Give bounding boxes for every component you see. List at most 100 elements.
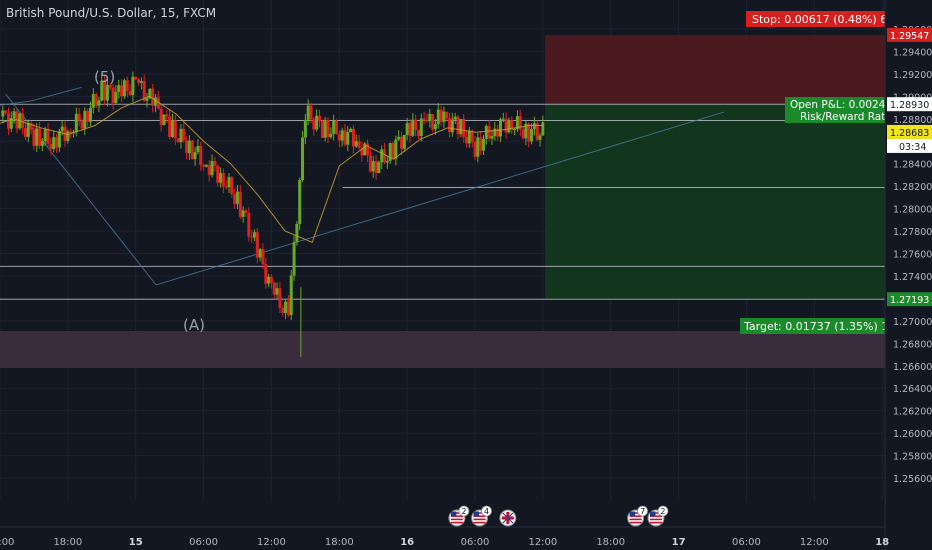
candle-body [470, 130, 474, 142]
candle-body [284, 301, 288, 313]
candle-body [74, 113, 78, 133]
candle-body [459, 119, 463, 135]
candle-body [202, 164, 206, 167]
time-tick-label: 18:00 [325, 537, 354, 548]
candle-body [88, 107, 92, 122]
candle-body [261, 249, 265, 265]
candle-body [354, 141, 358, 147]
wave-label-5: (5) [94, 68, 115, 86]
candle-body [360, 147, 364, 156]
time-tick-label: 18 [875, 537, 889, 548]
candle-body [21, 113, 25, 129]
candle-body [425, 120, 429, 122]
price-tick-label: 1.28800 [893, 115, 932, 126]
candle-body [170, 120, 174, 137]
candle-body [368, 155, 372, 172]
candle-body [134, 76, 138, 80]
candle-body [436, 109, 440, 125]
candle-body [38, 128, 42, 146]
candle-body [326, 119, 330, 137]
candle-body [236, 191, 240, 204]
candle-body [419, 118, 423, 136]
candle-body [80, 120, 84, 129]
candle-body [442, 111, 446, 122]
candle-body [346, 132, 350, 145]
candle-body [224, 186, 228, 188]
candle-body [97, 100, 101, 106]
candle-body [26, 122, 30, 137]
open-pl-text: Open P&L: 0.0024 [790, 99, 886, 111]
candle-body [496, 128, 500, 137]
candle-body [383, 149, 387, 163]
candle-body [320, 120, 324, 138]
candle-body [221, 173, 225, 187]
candle-body [501, 118, 505, 120]
price-axis [885, 0, 932, 550]
candle-body [527, 123, 531, 142]
target-zone [545, 104, 885, 300]
candle-body [281, 307, 285, 313]
candle-body [111, 87, 115, 103]
candle-body [247, 213, 251, 237]
candle-body [244, 210, 248, 214]
candle-body [165, 114, 169, 117]
candle-body [83, 110, 87, 129]
candle-body [450, 119, 454, 133]
price-tick-label: 1.25800 [893, 452, 932, 463]
candle-body [216, 165, 220, 183]
candle-body [400, 136, 404, 149]
candle-body [289, 275, 293, 316]
candle-body [43, 129, 47, 142]
countdown-text: 03:34 [899, 142, 926, 153]
price-badge-target: 1.27193 [887, 292, 932, 307]
candle-body [493, 128, 497, 137]
symbol-title[interactable]: British Pound/U.S. Dollar, 15, FXCM [6, 6, 217, 20]
candle-body [349, 128, 353, 133]
candle-body [168, 116, 172, 137]
price-tick-label: 1.25600 [893, 474, 932, 485]
candle-body [148, 88, 152, 99]
event-marker-uk [499, 509, 517, 527]
candle-body [49, 144, 53, 149]
candle-body [52, 137, 56, 149]
candle-body [411, 119, 415, 136]
candle-body [530, 129, 534, 142]
candle-body [532, 123, 536, 130]
candle-body [125, 80, 129, 91]
candle-body [340, 130, 344, 141]
price-tick-label: 1.27600 [893, 250, 932, 261]
price-tick-label: 1.27800 [893, 227, 932, 238]
candle-body [388, 142, 392, 161]
price-badge-text: 1.28930 [890, 100, 929, 111]
candle-body [394, 139, 398, 159]
candle-body [35, 128, 39, 146]
candle-body [298, 179, 302, 224]
event-marker-us: 2 [448, 505, 470, 527]
candle-body [57, 131, 61, 148]
candle-body [510, 120, 514, 130]
candle-body [329, 133, 333, 137]
candle-body [117, 85, 121, 92]
candle-body [306, 105, 310, 120]
price-tick-label: 1.28000 [893, 205, 932, 216]
candle-body [312, 119, 316, 130]
candle-body [252, 232, 256, 238]
price-badge-text: 1.28683 [890, 128, 929, 139]
candle-body [120, 85, 124, 97]
candle-body [9, 118, 13, 129]
candle-body [77, 113, 81, 121]
candle-body [303, 119, 307, 138]
candle-body [484, 125, 488, 140]
candle-body [504, 118, 508, 133]
trend-line [0, 100, 32, 106]
candle-body [334, 120, 338, 135]
candle-body [498, 119, 502, 137]
price-tick-label: 1.28200 [893, 182, 932, 193]
candle-body [515, 116, 519, 130]
candle-body [255, 232, 259, 258]
price-tick-label: 1.26600 [893, 362, 932, 373]
candle-body [343, 130, 347, 145]
event-count: 2 [660, 507, 665, 516]
